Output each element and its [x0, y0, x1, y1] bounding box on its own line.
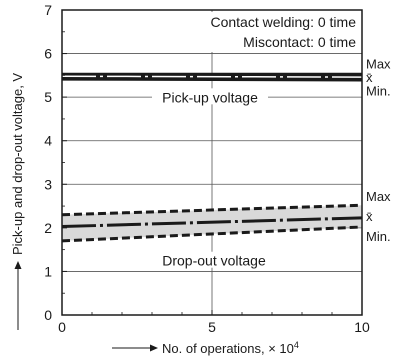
y-tick-label: 6	[44, 46, 52, 62]
y-tick-label: 2	[44, 220, 52, 236]
y-tick-label: 7	[44, 2, 52, 18]
stat-label-min: Min.	[366, 83, 391, 98]
dropout-label-bg	[156, 251, 272, 268]
stat-label-mean: x̄	[366, 70, 373, 85]
annotation-miscontact: Miscontact: 0 time	[243, 34, 356, 50]
y-tick-label: 1	[44, 263, 52, 279]
stat-label-max: Max	[366, 57, 391, 72]
bands	[61, 72, 363, 243]
ticks	[61, 9, 363, 316]
x-axis-arrow-head	[150, 344, 158, 352]
y-tick-label: 0	[44, 307, 52, 323]
dropout-max-line	[61, 203, 363, 217]
stat-label-max: Max	[366, 189, 391, 204]
stat-label-min: Min.	[366, 229, 391, 244]
grid	[62, 10, 362, 315]
pickup-label: Pick-up voltage	[162, 89, 258, 105]
x-tick-label: 0	[58, 319, 66, 335]
dropout-min-line	[61, 225, 363, 243]
y-tick-label: 5	[44, 89, 52, 105]
pickup-mean-line	[61, 75, 363, 78]
annotation-bg	[186, 12, 360, 52]
stat-label-mean: x̄	[366, 209, 373, 224]
annotation-welding: Contact welding: 0 time	[210, 14, 356, 30]
dropout-mean-line	[61, 216, 363, 229]
y-axis-label: Pick-up and drop-out voltage, V	[10, 73, 25, 255]
pickup-label-bg	[152, 88, 268, 105]
y-tick-label: 4	[44, 133, 52, 149]
x-tick-label: 10	[354, 319, 370, 335]
x-axis-label: No. of operations, × 104	[162, 340, 299, 356]
dropout-label: Drop-out voltage	[162, 253, 266, 269]
y-axis-arrow-head	[14, 261, 22, 269]
x-tick-label: 5	[208, 319, 216, 335]
y-tick-label: 3	[44, 176, 52, 192]
